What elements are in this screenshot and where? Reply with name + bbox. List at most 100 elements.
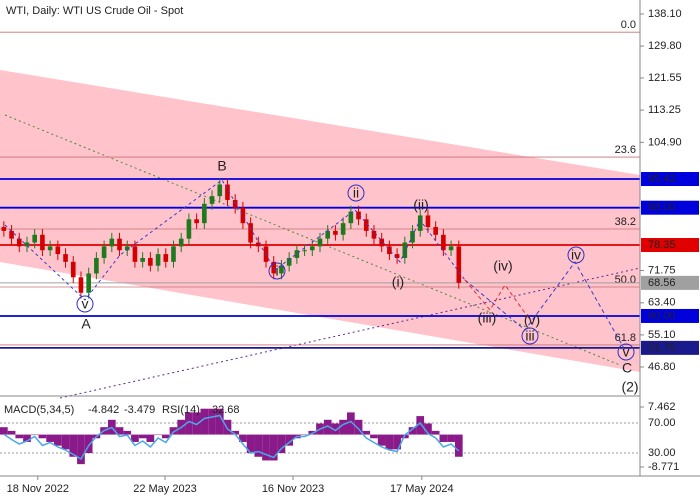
candle-body [433, 227, 438, 235]
wave-label: iii [525, 328, 534, 344]
macd-bar [447, 434, 455, 442]
macd-bar [138, 434, 147, 439]
y-tick-label: 129.80 [648, 40, 682, 52]
level-label: 68.56 [648, 277, 676, 289]
candle-body [456, 246, 462, 283]
macd-bar [339, 419, 347, 435]
wave-label: ii [353, 185, 359, 201]
macd-bar [77, 434, 85, 465]
candle-body [217, 184, 223, 197]
candle-body [194, 219, 199, 224]
macd-bar [146, 434, 155, 442]
candle-body [47, 246, 53, 251]
macd-bar [377, 434, 386, 446]
level-label: 88.00 [648, 202, 676, 214]
y-tick-label: 138.10 [648, 8, 682, 20]
candle-body [117, 238, 122, 251]
y-tick-label: 30.00 [648, 447, 676, 459]
candle-body [387, 246, 392, 255]
macd-bar [208, 408, 216, 435]
macd-bar [277, 434, 286, 454]
macd-bar [38, 434, 47, 439]
macd-bar [454, 434, 463, 457]
macd-bar [354, 419, 363, 435]
wave-label: C [622, 360, 632, 376]
macd-bar [408, 427, 417, 435]
level-label: 60.00 [648, 310, 676, 322]
macd-bar [439, 434, 448, 442]
level-label: 78.35 [648, 239, 676, 251]
macd-bar [285, 434, 294, 446]
wave-circle [617, 343, 635, 361]
macd-bar [161, 434, 170, 439]
wave-label: v [82, 296, 89, 312]
levels: 0.0 23.6 38.2 50.0 61.8 [0, 19, 640, 349]
macd-bar [30, 434, 39, 436]
candle-body [317, 238, 323, 247]
macd-bar [200, 408, 209, 435]
wave-label: (i) [392, 274, 404, 290]
candle-body [240, 207, 246, 224]
candle-body [271, 261, 277, 274]
candle-body [333, 230, 338, 235]
indicator-value: 32.68 [212, 404, 240, 416]
macd-bar [300, 434, 309, 436]
wave-circle [76, 295, 94, 313]
macd-bar [370, 434, 378, 439]
candle-body [340, 223, 346, 235]
macd-bar [323, 419, 332, 435]
y-tick-label: 46.80 [648, 361, 676, 373]
macd-bar [231, 430, 240, 435]
y-tick-label: 55.10 [648, 329, 676, 341]
y-tick-label: 7.462 [648, 401, 676, 413]
wave-label: A [81, 316, 91, 332]
candle-body [441, 234, 446, 251]
indicator-panel [0, 408, 640, 465]
y-tick-label: -8.771 [648, 461, 679, 473]
candle-body [163, 254, 169, 262]
candle-body [363, 219, 369, 231]
candle-body [248, 223, 253, 243]
level-tag [641, 275, 699, 290]
macd-bar [262, 434, 270, 461]
macd-bar [7, 430, 16, 435]
candle-body [209, 196, 215, 204]
macd-bar [362, 430, 371, 435]
candle-body [232, 199, 238, 208]
fib-label: 50.0 [615, 274, 636, 286]
candle-body [325, 230, 331, 239]
macd-bar [23, 434, 31, 442]
macd-bar [223, 419, 232, 435]
macd-bar [123, 430, 132, 435]
macd-bar [385, 434, 394, 450]
wave-projection [464, 261, 626, 351]
candle-body [86, 273, 91, 293]
macd-bar [269, 434, 278, 461]
candle-body [256, 242, 261, 247]
indicator-value: -4.842 [88, 404, 119, 416]
wave-label: iv [571, 247, 581, 263]
macd-bar [131, 434, 139, 442]
macd-bar [185, 412, 193, 435]
level-tag [641, 238, 699, 253]
candle-body [124, 246, 130, 251]
x-tick-label: 18 Nov 2022 [7, 483, 69, 495]
macd-bar [215, 408, 224, 435]
wave-circle [347, 184, 365, 202]
wave-circle [567, 246, 585, 264]
candle-body [9, 230, 14, 239]
candle-body [286, 257, 292, 266]
macd-bar [346, 412, 355, 435]
level-tag [641, 340, 699, 355]
macd-bar [53, 434, 62, 446]
fib-label: 38.2 [615, 216, 636, 228]
rsi-line [3, 414, 460, 461]
candle-body [24, 242, 30, 247]
x-tick-label: 16 Nov 2023 [262, 483, 324, 495]
candle-body [70, 261, 76, 278]
macd-bar [424, 423, 432, 435]
candle-body [101, 246, 107, 258]
fib-label: 23.6 [615, 144, 636, 156]
y-tick-label: 104.90 [648, 136, 682, 148]
